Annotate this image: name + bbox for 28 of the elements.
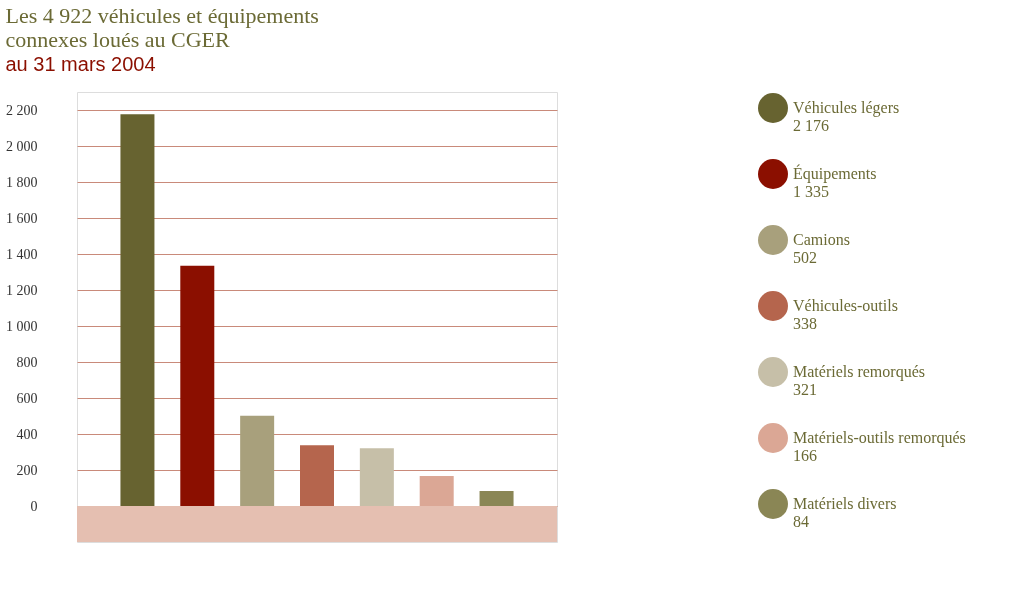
y-tick-label: 200 bbox=[16, 462, 38, 478]
y-tick-label: 1 000 bbox=[6, 318, 38, 334]
y-tick-label: 1 200 bbox=[6, 282, 38, 298]
legend-label: Véhicules-outils bbox=[793, 297, 898, 314]
y-tick-label: 400 bbox=[16, 426, 38, 442]
legend-label: Camions bbox=[793, 231, 850, 248]
y-tick-label: 600 bbox=[16, 390, 38, 406]
y-tick-label: 800 bbox=[16, 354, 38, 370]
legend-label: Matériels divers bbox=[793, 495, 897, 512]
text: 2 176 bbox=[793, 117, 829, 134]
y-tick-label: 2 000 bbox=[6, 138, 38, 154]
y-tick-label: 1 400 bbox=[6, 246, 38, 262]
text: 1 335 bbox=[793, 183, 829, 200]
legend-label: Matériels remorqués bbox=[793, 363, 925, 381]
text: 84 bbox=[793, 513, 809, 530]
y-tick-label: 1 800 bbox=[6, 174, 38, 190]
legend-label: Équipements bbox=[793, 164, 877, 183]
chart-title: Les 4 922 véhicules et équipements connexes loués au CGER bbox=[5, 3, 319, 52]
text: 321 bbox=[793, 381, 817, 398]
text: 166 bbox=[793, 447, 817, 464]
legend-label: Véhicules légers bbox=[793, 99, 900, 117]
y-tick-label: 2 200 bbox=[6, 102, 38, 118]
chart-subtitle: au 31 mars 2004 bbox=[5, 53, 156, 75]
y-tick-label: 0 bbox=[30, 498, 38, 514]
y-tick-label: 1 600 bbox=[6, 210, 38, 226]
text: 502 bbox=[793, 249, 817, 266]
legend-label: Matériels-outils remorqués bbox=[793, 429, 966, 447]
text: 338 bbox=[793, 315, 817, 332]
